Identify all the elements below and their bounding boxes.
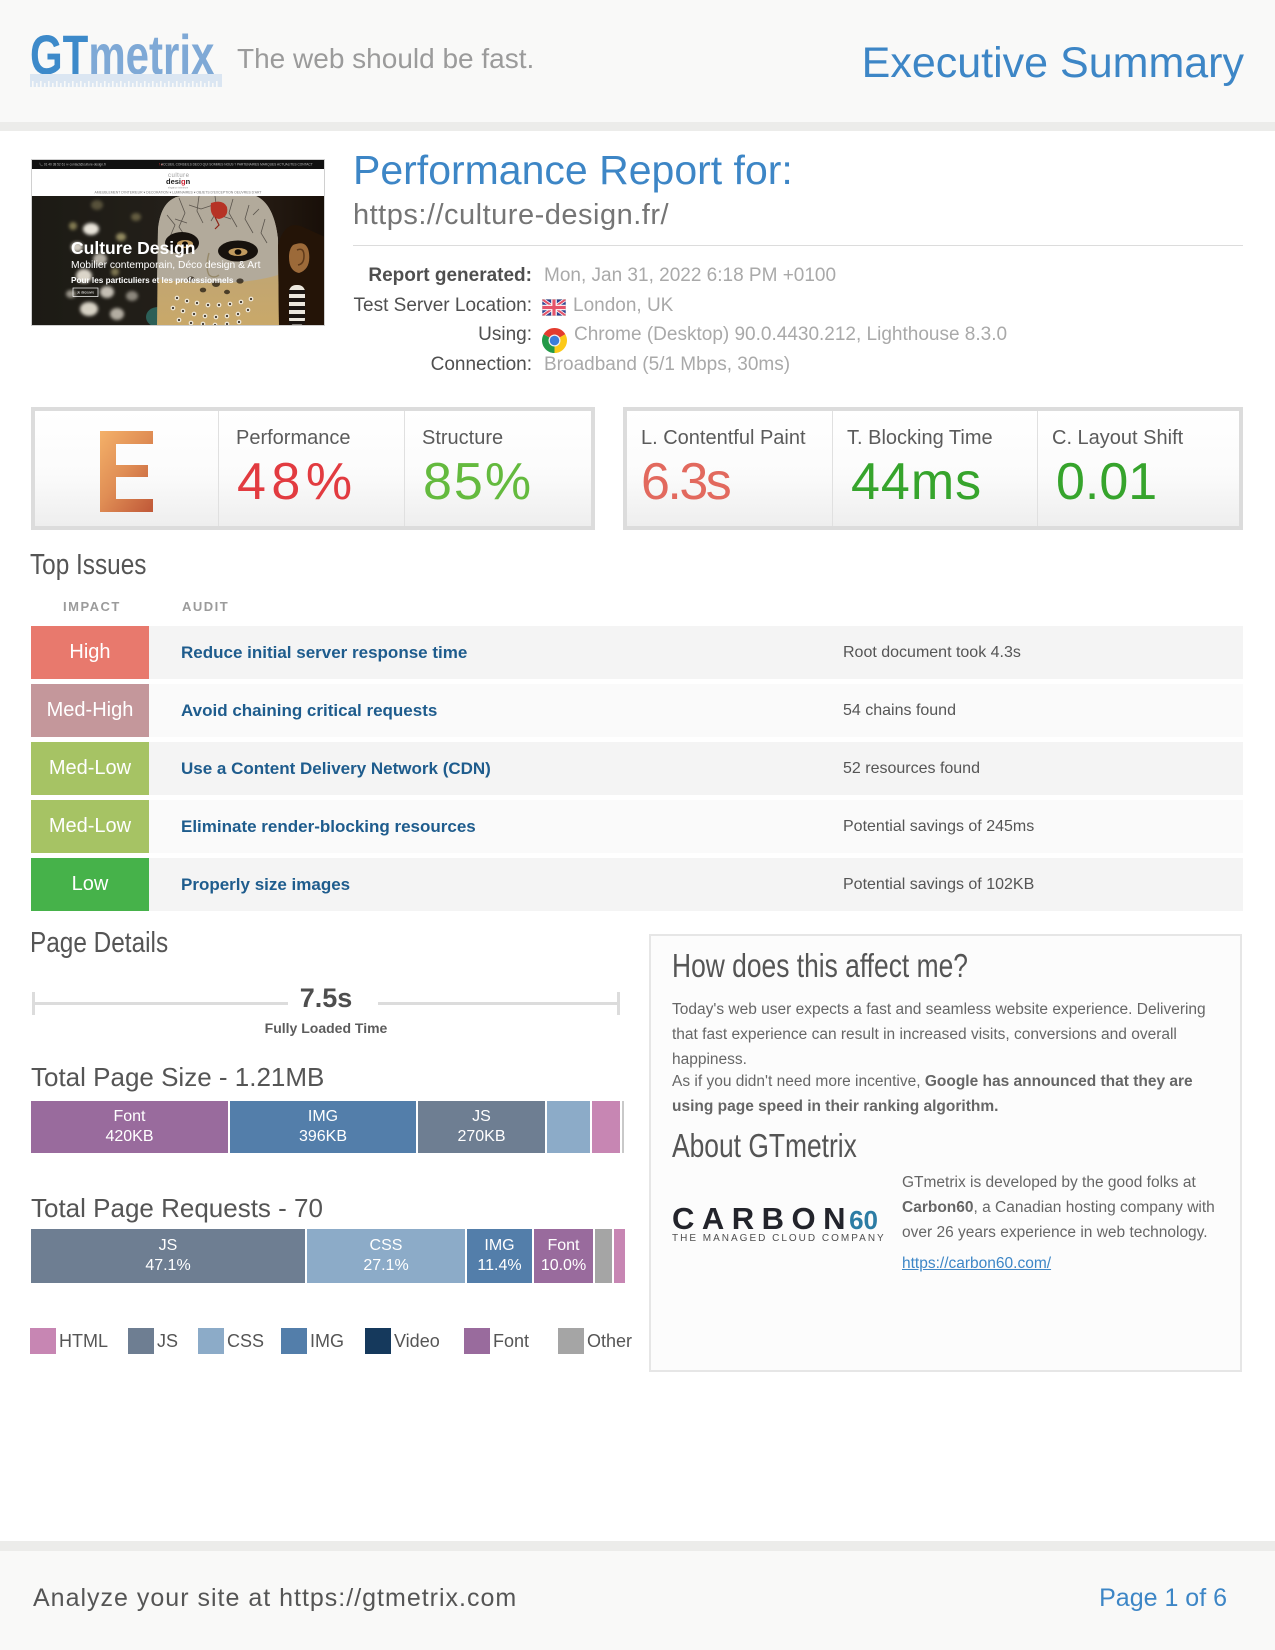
svg-text:Culture Design: Culture Design xyxy=(71,238,195,258)
svg-text:AMEUBLEMENT D'INTERIEUR ▾: AMEUBLEMENT D'INTERIEUR ▾ DECORATION ▾ L… xyxy=(95,191,262,195)
svg-text:elegance interieure: elegance interieure xyxy=(168,187,189,190)
svg-text:design: design xyxy=(166,177,191,186)
svg-text:Je découvre: Je découvre xyxy=(77,291,95,295)
svg-text:culture: culture xyxy=(168,173,190,179)
svg-text:Mobilier contemporain, Déco de: Mobilier contemporain, Déco design & Art xyxy=(71,260,261,271)
svg-text:ACCUEIL CONSEILS DECO QUI: ACCUEIL CONSEILS DECO QUI SOMMES NOUS ? … xyxy=(161,163,313,167)
svg-text:📞 01 40 38 52 61 ✉ contact@c: 📞 01 40 38 52 61 ✉ contact@culture-desig… xyxy=(39,162,107,167)
svg-text:Pour les particuliers et les p: Pour les particuliers et les professionn… xyxy=(71,276,234,285)
svg-text:f ●: f ● xyxy=(159,163,163,167)
